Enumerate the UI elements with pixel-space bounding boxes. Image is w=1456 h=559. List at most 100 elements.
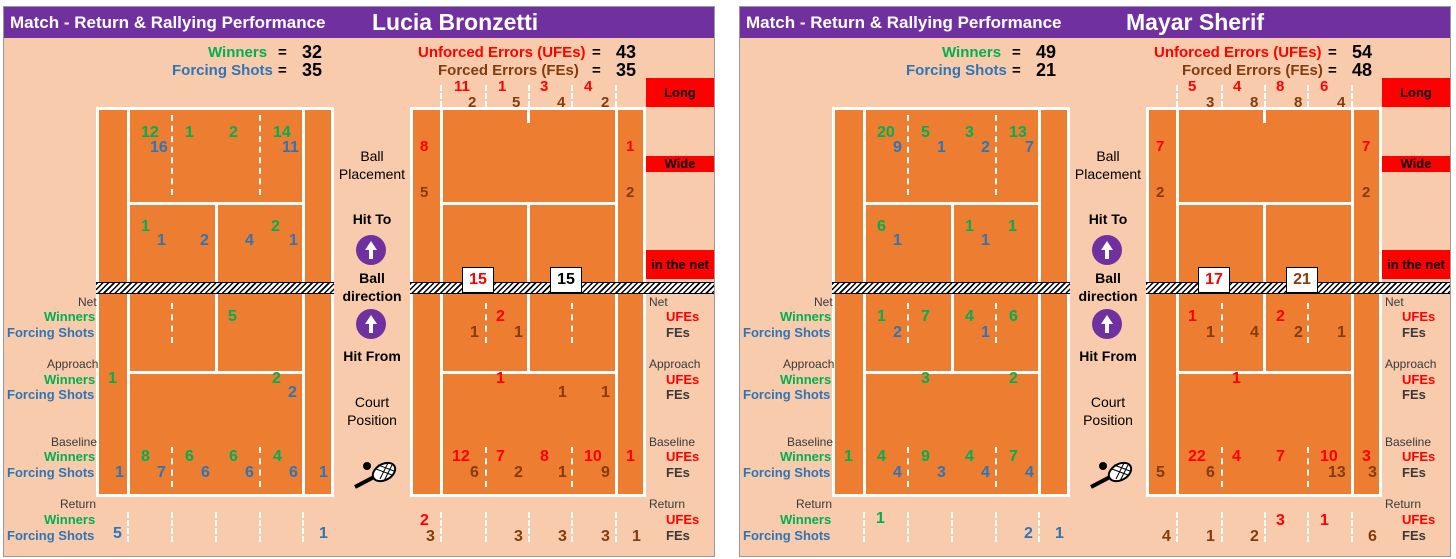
winners-count: 4 <box>273 448 282 465</box>
forcing-count: 5 <box>113 525 122 542</box>
court-line <box>832 494 1070 497</box>
forcing-total-value: 35 <box>302 60 323 80</box>
court-dash <box>171 447 173 487</box>
header-title: Match - Return & Rallying Performance <box>10 13 326 32</box>
row-label-winners: Winners <box>780 372 832 387</box>
forcing-total-label: Forcing Shots <box>172 62 273 79</box>
ufe-count: 4 <box>1232 448 1241 465</box>
return-dash <box>302 512 304 542</box>
row-label-winners: Winners <box>44 449 96 464</box>
court-line <box>863 107 866 497</box>
fe-count: 3 <box>514 528 523 545</box>
winners-count: 6 <box>185 448 194 465</box>
row-label-forcing: Forcing Shots <box>7 325 95 340</box>
long-fe: 5 <box>512 94 521 111</box>
row-label-forcing: Forcing Shots <box>743 387 831 402</box>
row-label-forcing: Forcing Shots <box>7 387 95 402</box>
equals-sign: = <box>1328 44 1337 61</box>
fe-count: 3 <box>426 528 435 545</box>
equals-sign: = <box>592 44 601 61</box>
label-in-the-net: in the net <box>646 250 714 279</box>
return-dash <box>1038 512 1040 542</box>
wide-ufe: 7 <box>1156 138 1165 155</box>
label-long: Long <box>1382 78 1450 107</box>
winners-count: 4 <box>965 448 974 465</box>
return-dash <box>907 512 909 542</box>
long-ufe: 1 <box>498 78 507 95</box>
ufe-count: 1 <box>496 370 505 387</box>
winners-count: 1 <box>141 218 150 235</box>
fe-count: 13 <box>1328 464 1346 481</box>
ufe-count: 2 <box>496 308 505 325</box>
forcing-count: 4 <box>981 464 990 481</box>
row-label-baseline: Baseline <box>787 435 834 449</box>
court-dash <box>171 303 173 343</box>
court-line <box>1379 107 1382 497</box>
long-fe: 3 <box>1206 94 1215 111</box>
equals-sign: = <box>1328 62 1337 79</box>
long-ufe: 4 <box>584 78 593 95</box>
ufe-count: 8 <box>540 448 549 465</box>
forcing-count: 1 <box>981 324 990 341</box>
fe-count: 6 <box>1206 464 1215 481</box>
row-label-approach: Approach <box>47 357 99 371</box>
winners-count: 1 <box>965 218 974 235</box>
winners-count: 1 <box>877 308 886 325</box>
long-dash <box>1307 85 1309 107</box>
row-label-ufes: UFEs <box>666 512 700 527</box>
long-ufe: 11 <box>454 78 470 95</box>
ufe-count: 1 <box>1232 370 1241 387</box>
panel-header: Match - Return & Rallying Performance Ma… <box>740 7 1450 38</box>
row-label-forcing: Forcing Shots <box>743 325 831 340</box>
arrow-up-icon <box>1092 235 1122 265</box>
court-dash <box>995 115 997 195</box>
forcing-count: 4 <box>1025 464 1034 481</box>
long-fe: 2 <box>601 94 610 111</box>
label-wide: Wide <box>1382 156 1450 172</box>
long-dash <box>1221 85 1223 107</box>
fe-total-value: 48 <box>1352 60 1373 80</box>
ufe-total-label: Unforced Errors (UFEs) <box>418 44 586 61</box>
return-dash <box>485 512 487 542</box>
row-label-ufes: UFEs <box>1402 449 1436 464</box>
forcing-count: 1 <box>893 232 902 249</box>
forcing-count: 1 <box>937 139 946 156</box>
long-ufe: 4 <box>1233 78 1242 95</box>
winners-count: 13 <box>1009 124 1027 141</box>
fe-count: 9 <box>601 464 610 481</box>
winners-total-value: 49 <box>1036 42 1057 62</box>
return-dash <box>995 512 997 542</box>
legend-hit-from: Hit From <box>1079 348 1137 364</box>
long-ufe: 3 <box>540 78 549 95</box>
fe-total-label: Forced Errors (FEs) <box>1182 62 1323 79</box>
fe-count: 2 <box>1294 324 1303 341</box>
court-dash <box>485 303 487 343</box>
ufe-count: 1 <box>1188 308 1197 325</box>
equals-sign: = <box>278 62 287 79</box>
panel-player-2: Match - Return & Rallying Performance Ma… <box>739 6 1451 557</box>
row-label-winners: Winners <box>44 512 96 527</box>
winners-count: 2 <box>272 370 281 387</box>
court-line <box>1038 107 1041 497</box>
court-line <box>1176 107 1179 497</box>
arrow-up-icon <box>1092 309 1122 339</box>
tennis-racket-icon <box>351 459 401 491</box>
return-dash <box>440 512 442 542</box>
forcing-count: 1 <box>319 464 328 481</box>
row-label-ufes: UFEs <box>1402 372 1436 387</box>
row-label-ufes: UFEs <box>666 372 700 387</box>
wide-fe: 5 <box>420 184 429 201</box>
court-line <box>832 107 835 497</box>
winners-total-label: Winners <box>942 44 1002 61</box>
legend-ball-direction: Ball direction <box>1078 270 1138 304</box>
winners-count: 6 <box>229 448 238 465</box>
legend-ball-direction: Ball direction <box>342 270 402 304</box>
equals-sign: = <box>592 62 601 79</box>
court-line <box>1351 107 1354 497</box>
court-line <box>410 494 646 497</box>
row-label-ufes: UFEs <box>1402 309 1436 324</box>
winners-count: 9 <box>921 448 930 465</box>
row-label-winners: Winners <box>44 309 96 324</box>
court-line <box>440 107 443 497</box>
winners-count: 14 <box>273 124 291 141</box>
